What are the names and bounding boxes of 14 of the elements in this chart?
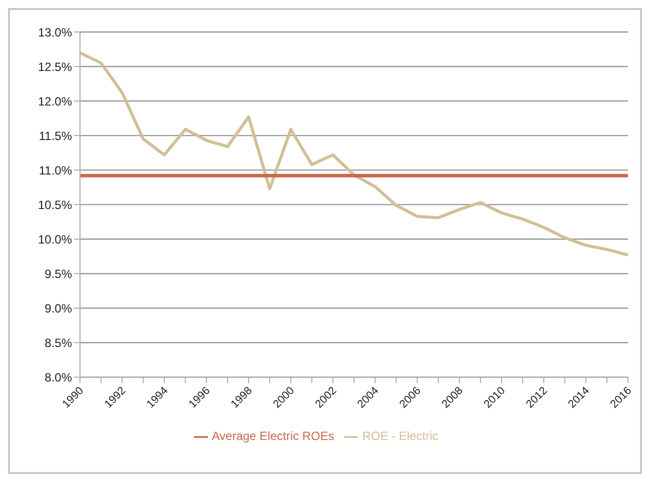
y-tick-label: 13.0% bbox=[38, 25, 72, 40]
y-tick-label: 10.5% bbox=[38, 198, 72, 212]
y-tick-label: 9.0% bbox=[44, 301, 72, 316]
legend-label: Average Electric ROEs bbox=[212, 429, 334, 444]
y-tick-label: 9.5% bbox=[44, 266, 72, 281]
legend-label: ROE - Electric bbox=[362, 429, 438, 444]
y-tick-label: 11.0% bbox=[38, 163, 72, 178]
y-tick-label: 12.5% bbox=[38, 60, 72, 74]
y-tick-label: 11.5% bbox=[38, 128, 72, 143]
y-tick-label: 12.0% bbox=[38, 94, 72, 108]
y-tick-label: 8.5% bbox=[44, 336, 72, 350]
y-tick-label: 10.0% bbox=[38, 232, 72, 246]
y-tick-label: 8.0% bbox=[44, 370, 72, 384]
line-series bbox=[78, 51, 630, 256]
